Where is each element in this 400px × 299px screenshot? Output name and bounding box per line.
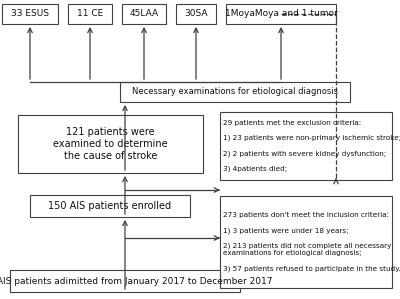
FancyBboxPatch shape: [120, 82, 350, 102]
Text: 11 CE: 11 CE: [77, 10, 103, 19]
Text: 29 patients met the exclusion criteria:

1) 23 patients were non-primary ischemi: 29 patients met the exclusion criteria: …: [223, 120, 400, 172]
Text: 30SA: 30SA: [184, 10, 208, 19]
FancyBboxPatch shape: [68, 4, 112, 24]
FancyBboxPatch shape: [220, 196, 392, 288]
Text: 423 AIS patients adimitted from January 2017 to December 2017: 423 AIS patients adimitted from January …: [0, 277, 273, 286]
FancyBboxPatch shape: [176, 4, 216, 24]
FancyBboxPatch shape: [2, 4, 58, 24]
FancyBboxPatch shape: [226, 4, 336, 24]
Text: 33 ESUS: 33 ESUS: [11, 10, 49, 19]
FancyBboxPatch shape: [18, 115, 203, 173]
FancyBboxPatch shape: [122, 4, 166, 24]
Text: 121 patients were
examined to determine
the cause of stroke: 121 patients were examined to determine …: [53, 126, 168, 161]
FancyBboxPatch shape: [10, 270, 240, 292]
Text: Necessary examinations for etiological diagnosis: Necessary examinations for etiological d…: [132, 88, 338, 97]
FancyBboxPatch shape: [30, 195, 190, 217]
Text: 45LAA: 45LAA: [130, 10, 158, 19]
Text: 1MoyaMoya and 1 tumor: 1MoyaMoya and 1 tumor: [225, 10, 337, 19]
FancyBboxPatch shape: [220, 112, 392, 180]
Text: 150 AIS patients enrolled: 150 AIS patients enrolled: [48, 201, 172, 211]
Text: 273 patients don't meet the inclusion criteria:

1) 3 patients were under 18 yea: 273 patients don't meet the inclusion cr…: [223, 212, 400, 272]
